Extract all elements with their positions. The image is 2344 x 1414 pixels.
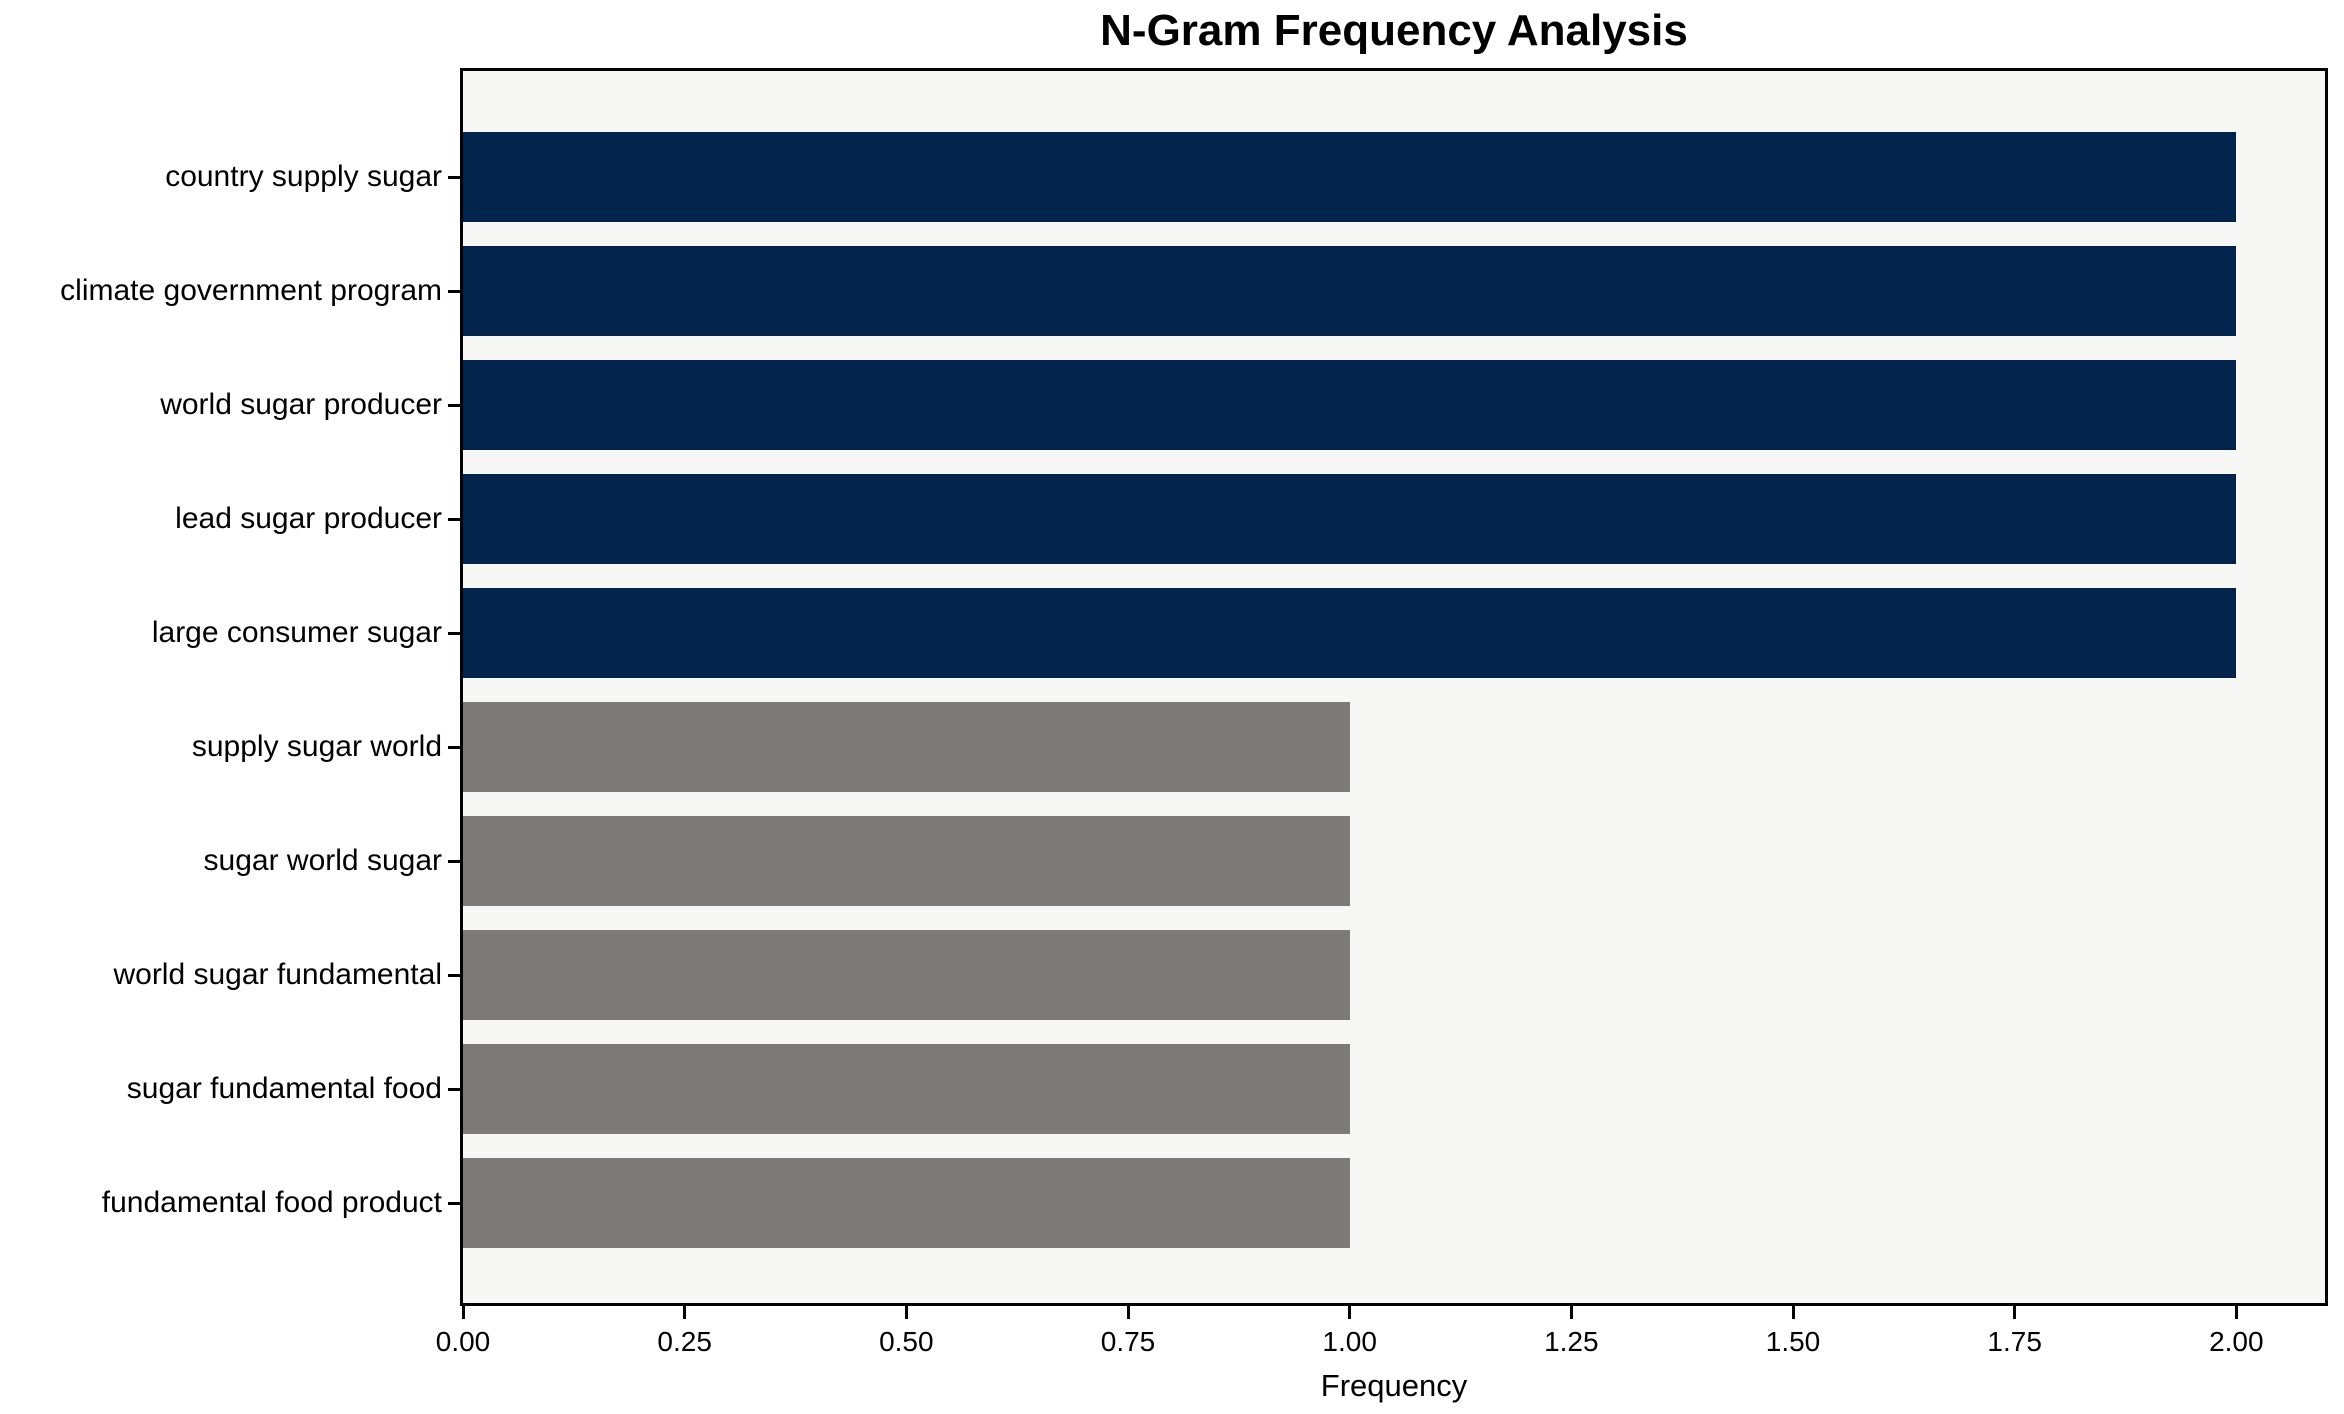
x-tick-label: 0.50 [879, 1326, 934, 1357]
x-tick-label: 1.00 [1322, 1326, 1377, 1357]
y-tick-label: lead sugar producer [175, 502, 442, 535]
bar-fundamental-food-product [463, 1158, 1350, 1248]
y-tick-mark [448, 745, 460, 749]
x-tick-mark [1348, 1306, 1352, 1319]
y-tick-mark [448, 175, 460, 179]
x-tick-mark [461, 1306, 465, 1319]
x-tick-mark [683, 1306, 687, 1319]
y-tick-label: world sugar producer [160, 388, 442, 421]
bar-world-sugar-producer [463, 360, 2237, 450]
x-tick-mark [1569, 1306, 1573, 1319]
y-tick-label: supply sugar world [191, 730, 442, 763]
y-tick-label: large consumer sugar [151, 616, 442, 649]
x-tick-label: 1.25 [1544, 1326, 1599, 1357]
x-tick-mark [1791, 1306, 1795, 1319]
x-tick-label: 2.00 [2209, 1326, 2264, 1357]
bar-supply-sugar-world [463, 702, 1350, 792]
y-tick-label: country supply sugar [165, 160, 442, 193]
bar-sugar-fundamental-food [463, 1044, 1350, 1134]
y-tick-mark [448, 517, 460, 521]
y-tick-mark [448, 631, 460, 635]
x-tick-mark [1126, 1306, 1130, 1319]
y-tick-mark [448, 1201, 460, 1205]
bar-world-sugar-fundamental [463, 930, 1350, 1020]
x-tick-label: 1.75 [1987, 1326, 2042, 1357]
x-tick-label: 0.25 [657, 1326, 712, 1357]
x-tick-mark [904, 1306, 908, 1319]
x-tick-label: 0.75 [1100, 1326, 1156, 1357]
chart-title: N-Gram Frequency Analysis [1100, 6, 1688, 55]
bar-country-supply-sugar [463, 132, 2237, 222]
bar-climate-government-program [463, 246, 2237, 336]
bar-sugar-world-sugar [463, 816, 1350, 906]
y-tick-label: fundamental food product [101, 1186, 442, 1219]
y-tick-label: sugar world sugar [203, 844, 442, 877]
y-tick-mark [448, 289, 460, 293]
y-tick-mark [448, 859, 460, 863]
y-tick-mark [448, 973, 460, 977]
x-tick-label: 1.50 [1765, 1326, 1821, 1357]
x-tick-mark [2013, 1306, 2017, 1319]
bar-lead-sugar-producer [463, 474, 2237, 564]
y-tick-label: world sugar fundamental [113, 958, 442, 991]
x-tick-label: 0.00 [435, 1326, 491, 1357]
y-tick-label: sugar fundamental food [126, 1072, 442, 1105]
bar-large-consumer-sugar [463, 588, 2237, 678]
x-tick-mark [2234, 1306, 2238, 1319]
y-tick-mark [448, 1087, 460, 1091]
y-tick-mark [448, 403, 460, 407]
x-axis-label: Frequency [1320, 1368, 1468, 1403]
plot-area [460, 68, 2328, 1306]
y-tick-label: climate government program [60, 274, 442, 307]
